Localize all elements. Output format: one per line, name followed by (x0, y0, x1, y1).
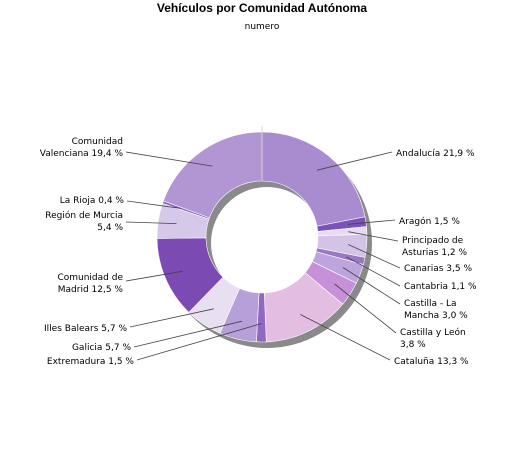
label-comunidad-de-madrid: Comunidad de Madrid 12,5 % (57, 273, 123, 295)
label-line: Aragón 1,5 % (399, 216, 460, 227)
label-canarias: Canarias 3,5 % (404, 264, 472, 274)
label-line: Cantabria 1,1 % (404, 282, 477, 292)
label-andalucia: Andalucía 21,9 % (396, 149, 475, 159)
leader-line-la-rioja (126, 200, 181, 209)
label-line: Principado de (402, 236, 464, 246)
label-line: Extremadura 1,5 % (47, 357, 135, 367)
label-line: Madrid 12,5 % (58, 285, 124, 295)
label-extremadura: Extremadura 1,5 % (47, 357, 135, 367)
leader-line-principado-de-asturias (348, 231, 399, 242)
leader-line-galicia (133, 320, 243, 348)
label-cantabria: Cantabria 1,1 % (404, 282, 477, 292)
label-principado-de-asturias: Principado de Asturias 1,2 % (402, 236, 468, 258)
leader-line-extremadura (136, 323, 262, 361)
leader-line-castilla-la-mancha (342, 267, 401, 305)
label-line: Andalucía 21,9 % (396, 149, 475, 159)
leader-line-aragon (347, 219, 396, 225)
slice-labels: Andalucía 21,9 % Aragón 1,5 % Principado d… (40, 137, 477, 367)
label-line: La Rioja 0,4 % (60, 196, 125, 206)
label-castilla-la-mancha: Castilla - La Mancha 3,0 % (404, 299, 468, 321)
label-line: Valenciana 19,4 % (40, 149, 124, 159)
label-line: Región de Murcia (45, 210, 123, 221)
label-line: Cataluña 13,3 % (394, 357, 469, 367)
leader-line-comunidad-de-madrid (125, 270, 183, 282)
slice-comunidad-valenciana (163, 131, 263, 219)
label-la-rioja: La Rioja 0,4 % (60, 196, 125, 206)
label-line: Canarias 3,5 % (404, 264, 472, 274)
label-castilla-y-leon: Castilla y León 3,8 % (400, 327, 466, 350)
chart-title: Vehículos por Comunidad Autónoma (157, 1, 368, 15)
leader-line-illes-balears (129, 308, 214, 328)
label-cataluna: Cataluña 13,3 % (394, 357, 469, 367)
label-line: Comunidad (72, 137, 123, 147)
leader-line-region-de-murcia (125, 221, 177, 224)
label-line: 3,8 % (400, 340, 426, 350)
leader-line-comunidad-valenciana (125, 151, 213, 167)
chart-subtitle: numero (245, 22, 280, 32)
label-line: Comunidad de (57, 273, 123, 283)
label-illes-balears: Illes Balears 5,7 % (44, 324, 127, 334)
label-line: Castilla - La (404, 299, 457, 309)
label-line: 5,4 % (97, 223, 123, 233)
label-region-de-murcia: Región de Murcia 5,4 % (45, 210, 123, 233)
donut-slices (156, 126, 368, 343)
leader-line-cataluna (300, 314, 391, 361)
label-galicia: Galicia 5,7 % (72, 343, 131, 353)
leader-line-andalucia (316, 151, 393, 171)
leader-line-canarias (348, 244, 401, 269)
label-line: Mancha 3,0 % (404, 311, 468, 321)
label-line: Galicia 5,7 % (72, 343, 131, 353)
leader-line-cantabria (346, 256, 401, 287)
label-line: Illes Balears 5,7 % (44, 324, 127, 334)
label-line: Asturias 1,2 % (402, 248, 468, 258)
label-line: Castilla y León (400, 327, 466, 338)
label-aragon: Aragón 1,5 % (399, 216, 460, 227)
leader-line-castilla-y-leon (334, 283, 397, 334)
slice-andalucia (261, 131, 366, 227)
label-comunidad-valenciana: Comunidad Valenciana 19,4 % (40, 137, 124, 159)
